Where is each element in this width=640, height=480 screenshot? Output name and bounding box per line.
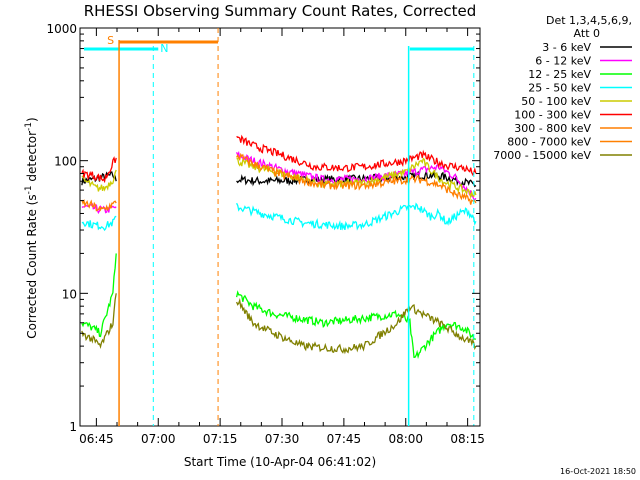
legend-label: 50 - 100 keV	[521, 95, 591, 108]
series-line-100-300kev	[236, 134, 477, 177]
x-tick-label: 07:45	[327, 432, 362, 446]
x-tick-label: 07:00	[141, 432, 176, 446]
series-line-25-50kev	[81, 215, 117, 232]
x-tick-label: 07:15	[203, 432, 238, 446]
x-axis: 06:45 07:00 07:15 07:30 07:45 08:00 08:15	[79, 28, 485, 446]
plot-area: SN 06:45 07:00 07:15 07:30 07:45 08:00 08:15 1…	[46, 22, 484, 446]
x-tick-label: 06:45	[79, 432, 114, 446]
series-line-7000-15000kev	[81, 293, 117, 349]
x-tick-label: 08:00	[388, 432, 423, 446]
y-tick-label: 100	[54, 155, 77, 169]
x-tick-label: 07:30	[265, 432, 300, 446]
series-line-12-25kev	[81, 253, 117, 338]
y-axis-label: Corrected Count Rate (s-1 detector-1)	[24, 117, 39, 338]
legend-label: 3 - 6 keV	[542, 41, 591, 54]
series-layer	[81, 134, 477, 360]
series-line-6-12kev	[235, 150, 477, 201]
y-axis-label-mid: detector	[25, 131, 39, 186]
series-line-300-800kev	[236, 152, 477, 205]
chart-title: RHESSI Observing Summary Count Rates, Co…	[84, 2, 477, 20]
series-line-300-800kev	[81, 198, 117, 212]
plot-frame	[79, 27, 481, 427]
legend-label: 7000 - 15000 keV	[493, 149, 591, 162]
y-axis-label-main: Corrected Count Rate (s	[25, 194, 39, 338]
series-line-50-100kev	[81, 169, 117, 192]
y-tick-label: 1	[69, 420, 77, 434]
legend-label: 800 - 7000 keV	[507, 136, 591, 149]
series-line-12-25kev	[235, 290, 477, 360]
legend-attenuator: Att 0	[574, 27, 600, 40]
y-axis-label-end: )	[25, 117, 39, 122]
annotation-layer: SN	[84, 28, 475, 426]
x-axis-label: Start Time (10-Apr-04 06:41:02)	[184, 455, 376, 469]
x-tick-label: 08:15	[450, 432, 485, 446]
legend-label: 25 - 50 keV	[528, 82, 591, 95]
n-label: N	[160, 42, 168, 55]
y-axis: 1 10 100 1000	[46, 22, 480, 434]
series-line-100-300kev	[81, 156, 117, 184]
footer-date-stamp: 16-Oct-2021 18:50	[560, 467, 636, 476]
series-line-7000-15000kev	[236, 297, 477, 355]
legend-label: 6 - 12 keV	[535, 55, 591, 68]
legend-label: 100 - 300 keV	[514, 109, 591, 122]
s-label: S	[107, 34, 114, 47]
legend-label: 300 - 800 keV	[514, 122, 591, 135]
y-tick-label: 10	[62, 287, 77, 301]
y-axis-label-sup1: -1	[24, 185, 34, 194]
legend-label: 12 - 25 keV	[528, 68, 591, 81]
series-line-25-50kev	[236, 202, 477, 231]
y-axis-label-sup2: -1	[24, 122, 34, 131]
y-tick-label: 1000	[46, 22, 77, 36]
legend-detectors: Det 1,3,4,5,6,9,	[546, 14, 632, 27]
